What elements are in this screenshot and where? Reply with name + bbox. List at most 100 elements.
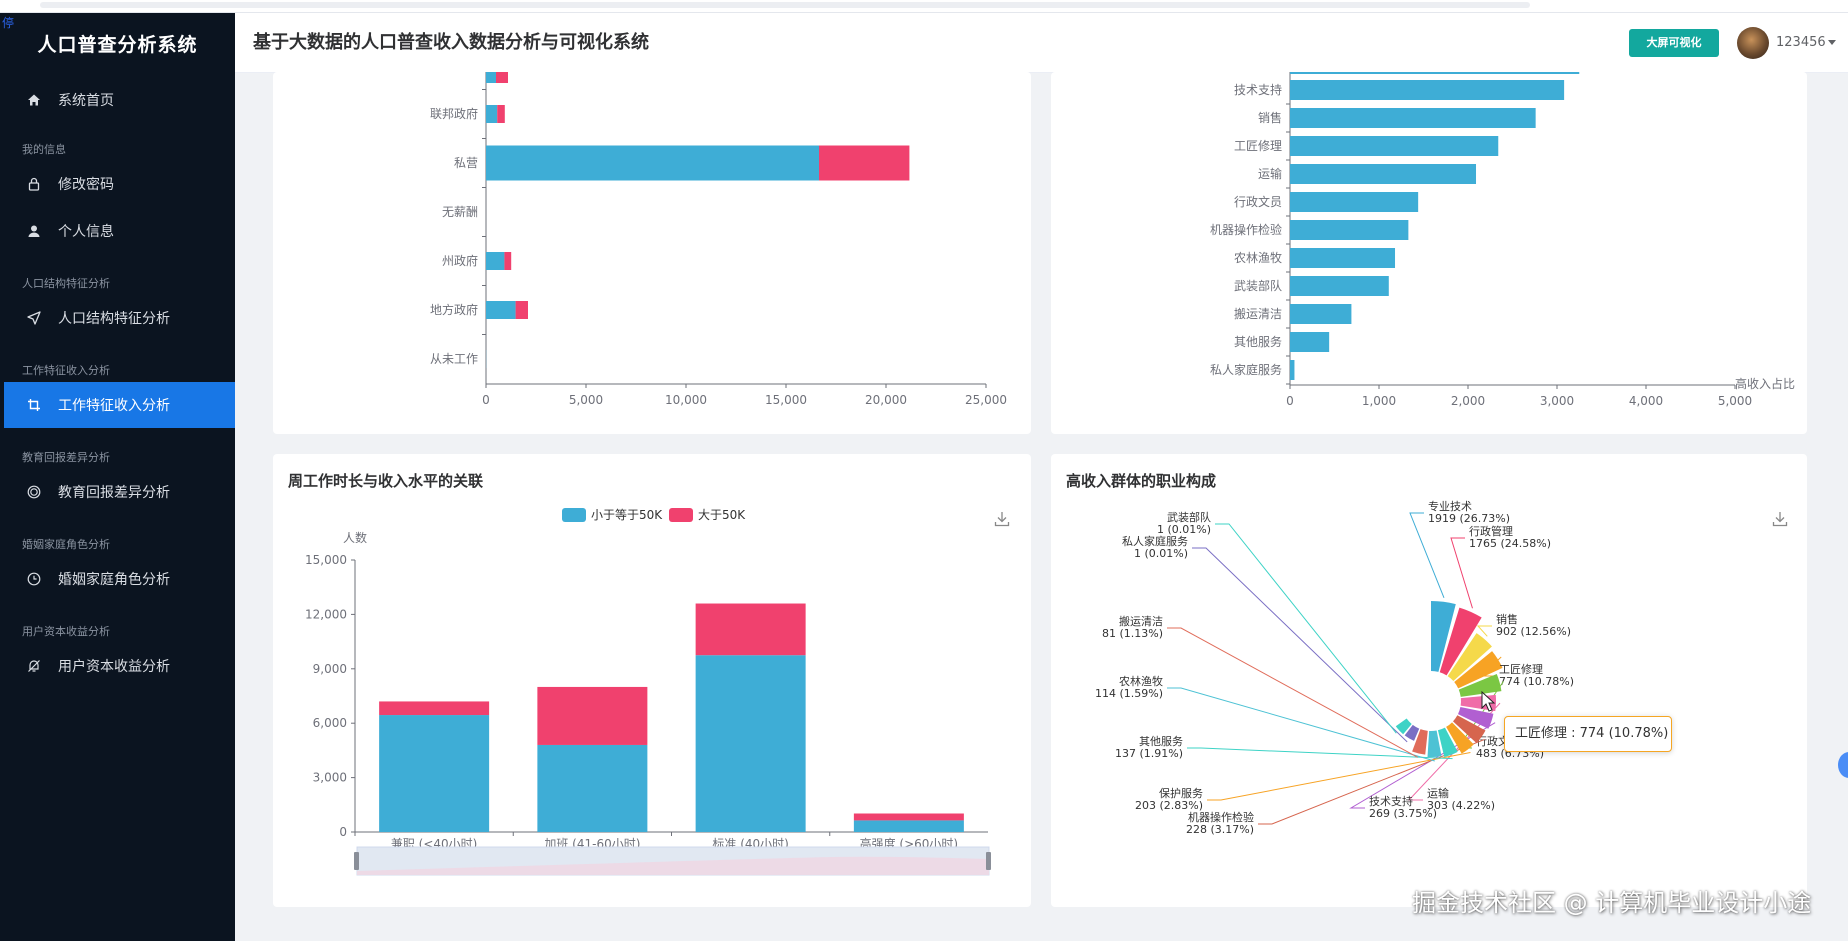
bar-segment [537,686,648,745]
card-occupation-ratio: 高收入占比 0 1,000 2,000 3,000 4,000 5,000 技术支持 销售 工匠修… [1051,72,1807,434]
x-axis-title: 高收入占比 [1735,376,1795,391]
slice-value-label: 774 (10.78%) [1499,675,1574,688]
y-category-label: 搬运清洁 [1234,306,1282,321]
floating-side-button[interactable] [1838,752,1848,778]
slice-name-label: 搬运清洁 [1119,614,1163,628]
datazoom-handle-left [354,852,359,870]
slice-value-label: 1919 (26.73%) [1428,512,1510,525]
y-tick-label: 0 [339,825,347,839]
bigscreen-button[interactable]: 大屏可视化 [1629,29,1719,57]
rose-slice [1404,724,1420,741]
slice-name-label: 私人家庭服务 [1122,534,1188,548]
rose-slice [1437,727,1458,757]
x-tick-label: 20,000 [865,393,907,407]
menu-item-capital[interactable]: 用户资本收益分析 [4,643,235,689]
y-category-label: 从未工作 [430,352,478,366]
label-leader-line [1476,625,1492,637]
bar-segment [695,603,806,656]
bar [1290,164,1477,184]
menu-item-home[interactable]: 系统首页 [4,77,235,123]
menu-label: 用户资本收益分析 [58,659,170,675]
rose-slice [1458,674,1502,697]
menu-item-marriage[interactable]: 婚姻家庭角色分析 [4,556,235,602]
username[interactable]: 123456 [1776,35,1826,50]
menu-item-change-password[interactable]: 修改密码 [4,161,235,207]
y-category-label: 技术支持 [1234,82,1282,97]
brand-title: 人口普查分析系统 [37,34,198,56]
watermark: 掘金技术社区 @ 计算机毕业设计小途 [1412,889,1812,917]
rose-slice [1439,607,1482,676]
slice-name-label: 工匠修理 [1499,662,1543,676]
menu-item-edu[interactable]: 教育回报差异分析 [4,469,235,515]
rose-slice [1447,633,1492,681]
y-tick-label: 3,000 [313,771,347,785]
stop-glyph: 停 [2,16,15,30]
bar-segment [497,105,505,123]
x-tick-label: 5,000 [1718,394,1752,408]
bar-segment [379,715,490,832]
chart-tooltip: 工匠修理 : 774 (10.78%) [1504,716,1672,752]
bar-segment [504,252,512,270]
bar [1290,248,1396,268]
clock-icon [26,571,42,587]
menu-item-work[interactable]: 工作特征收入分析 [4,382,235,428]
download-icon[interactable] [1771,510,1789,528]
slice-name-label: 保护服务 [1159,786,1203,800]
slice-name-label: 农林渔牧 [1119,674,1163,688]
occupation-ratio-chart: 高收入占比 0 1,000 2,000 3,000 4,000 5,000 技术支持销售工匠修… [1210,72,1795,408]
page-title: 基于大数据的人口普查收入数据分析与可视化系统 [253,32,649,53]
y-category-label: 无薪酬 [442,205,478,219]
address-bar[interactable] [40,2,1530,8]
datazoom-shadow [357,856,989,875]
y-category-label: 机器操作检验 [1210,222,1282,237]
bar-segment [695,655,806,832]
y-axis-title: 人数 [343,530,367,545]
rose-slice [1412,729,1428,755]
slice-name-label: 专业技术 [1428,499,1472,513]
slice-value-label: 228 (3.17%) [1186,823,1254,836]
y-tick-label: 9,000 [313,662,347,676]
menu-group-population: 人口结构特征分析 [22,277,110,290]
x-tick-label: 10,000 [665,393,707,407]
x-tick-label: 0 [1286,394,1294,408]
menu-label: 人口结构特征分析 [58,311,170,327]
slice-value-label: 1 (0.01%) [1157,523,1211,536]
x-tick-label: 2,000 [1451,394,1485,408]
slice-value-label: 81 (1.13%) [1102,627,1163,640]
slice-value-label: 269 (3.75%) [1369,807,1437,820]
download-icon[interactable] [993,510,1011,528]
label-leader-line [1450,537,1473,609]
rose-slice [1431,601,1456,672]
y-category-label: 私人家庭服务 [1210,362,1282,377]
bar-segment [819,145,910,181]
menu-label: 工作特征收入分析 [58,398,170,414]
bar-segment [853,820,964,832]
browser-top-strip [0,0,1848,13]
slice-value-label: 203 (2.83%) [1135,799,1203,812]
bar [1290,276,1389,296]
bar-segment [486,252,505,270]
card-sector-income: 0 5,000 10,000 15,000 20,000 25,000 联邦政府 私营 无薪酬州… [273,72,1031,434]
slice-value-label: 1765 (24.58%) [1469,537,1551,550]
y-category-label: 武装部队 [1234,278,1282,293]
label-leader-line [1258,738,1485,825]
bar [1290,360,1295,380]
rose-slice [1454,651,1503,689]
menu-group-work: 工作特征收入分析 [22,364,110,377]
menu-item-profile[interactable]: 个人信息 [4,208,235,254]
menu-label: 教育回报差异分析 [58,485,170,501]
x-tick-label: 0 [482,393,490,407]
label-leader-line [1167,627,1418,758]
menu-group-marriage: 婚姻家庭角色分析 [22,538,110,551]
caret-down-icon[interactable] [1828,40,1836,45]
bar [1290,220,1409,240]
legend-swatch [669,508,693,522]
home-icon [26,92,42,108]
avatar[interactable] [1737,27,1769,59]
y-category-label: 行政文员 [1234,194,1282,209]
bar [1290,192,1419,212]
y-category-label: 州政府 [442,253,478,268]
label-leader-line [1479,656,1502,677]
menu-item-population[interactable]: 人口结构特征分析 [4,295,235,341]
